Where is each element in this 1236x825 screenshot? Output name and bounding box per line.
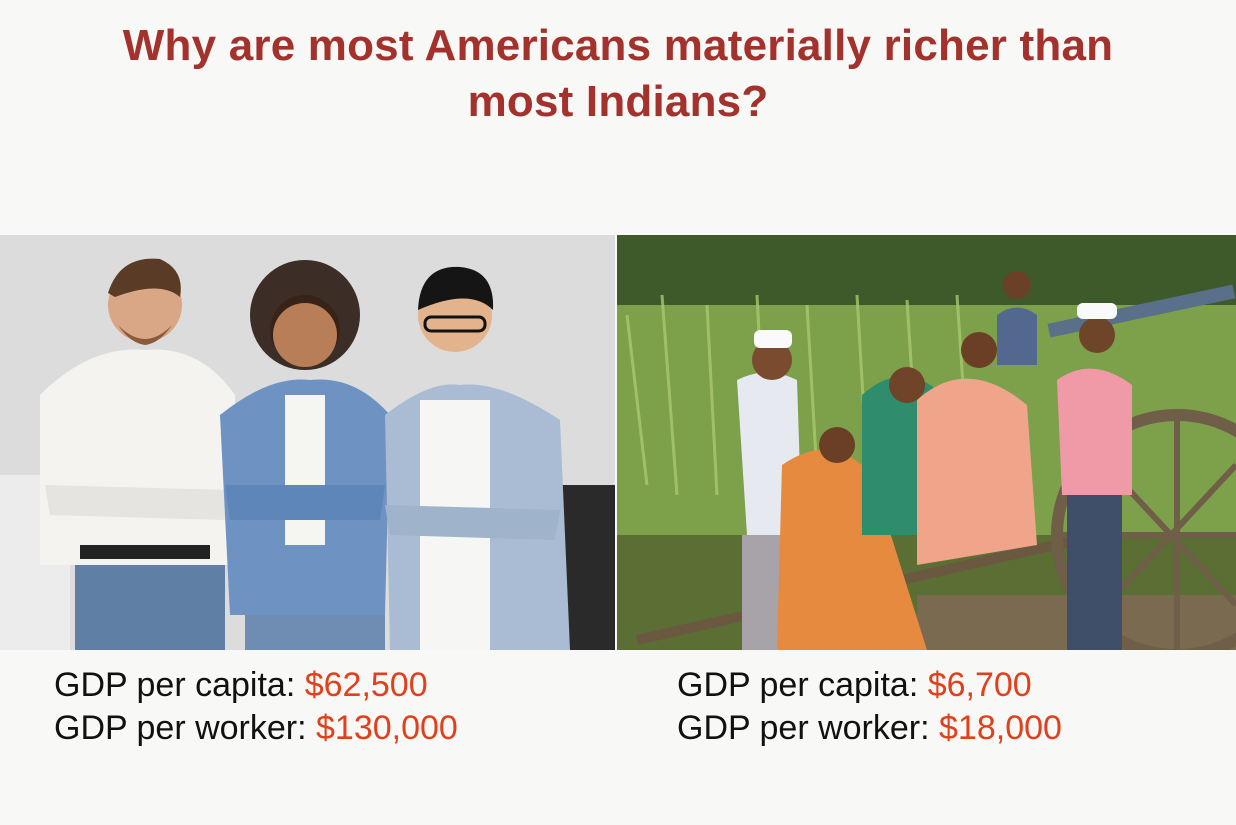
usa-gdp-per-worker: GDP per worker: $130,000	[54, 707, 458, 750]
india-gdp-per-worker: GDP per worker: $18,000	[677, 707, 1062, 750]
rural-family-illustration	[617, 235, 1236, 650]
india-stats: GDP per capita: $6,700 GDP per worker: $…	[677, 664, 1062, 750]
usa-stats: GDP per capita: $62,500 GDP per worker: …	[54, 664, 458, 750]
usa-gdp-per-capita: GDP per capita: $62,500	[54, 664, 458, 707]
india-gdp-per-worker-label: GDP per worker:	[677, 709, 940, 747]
usa-gdp-per-capita-label: GDP per capita:	[54, 666, 305, 704]
usa-gdp-per-worker-label: GDP per worker:	[54, 709, 317, 747]
usa-gdp-per-capita-value: $62,500	[304, 666, 428, 704]
india-gdp-per-capita-label: GDP per capita:	[677, 666, 928, 704]
usa-gdp-per-worker-value: $130,000	[316, 709, 458, 747]
professionals-illustration	[0, 235, 615, 650]
slide-title-line-1: Why are most Americans materially richer…	[122, 21, 1114, 70]
slide-title: Why are most Americans materially richer…	[0, 18, 1236, 130]
india-gdp-per-capita-value: $6,700	[927, 666, 1032, 704]
india-gdp-per-capita: GDP per capita: $6,700	[677, 664, 1062, 707]
india-gdp-per-worker-value: $18,000	[939, 709, 1062, 747]
slide-title-line-2: most Indians?	[467, 77, 769, 126]
americans-photo	[0, 235, 615, 650]
indians-photo	[617, 235, 1236, 650]
